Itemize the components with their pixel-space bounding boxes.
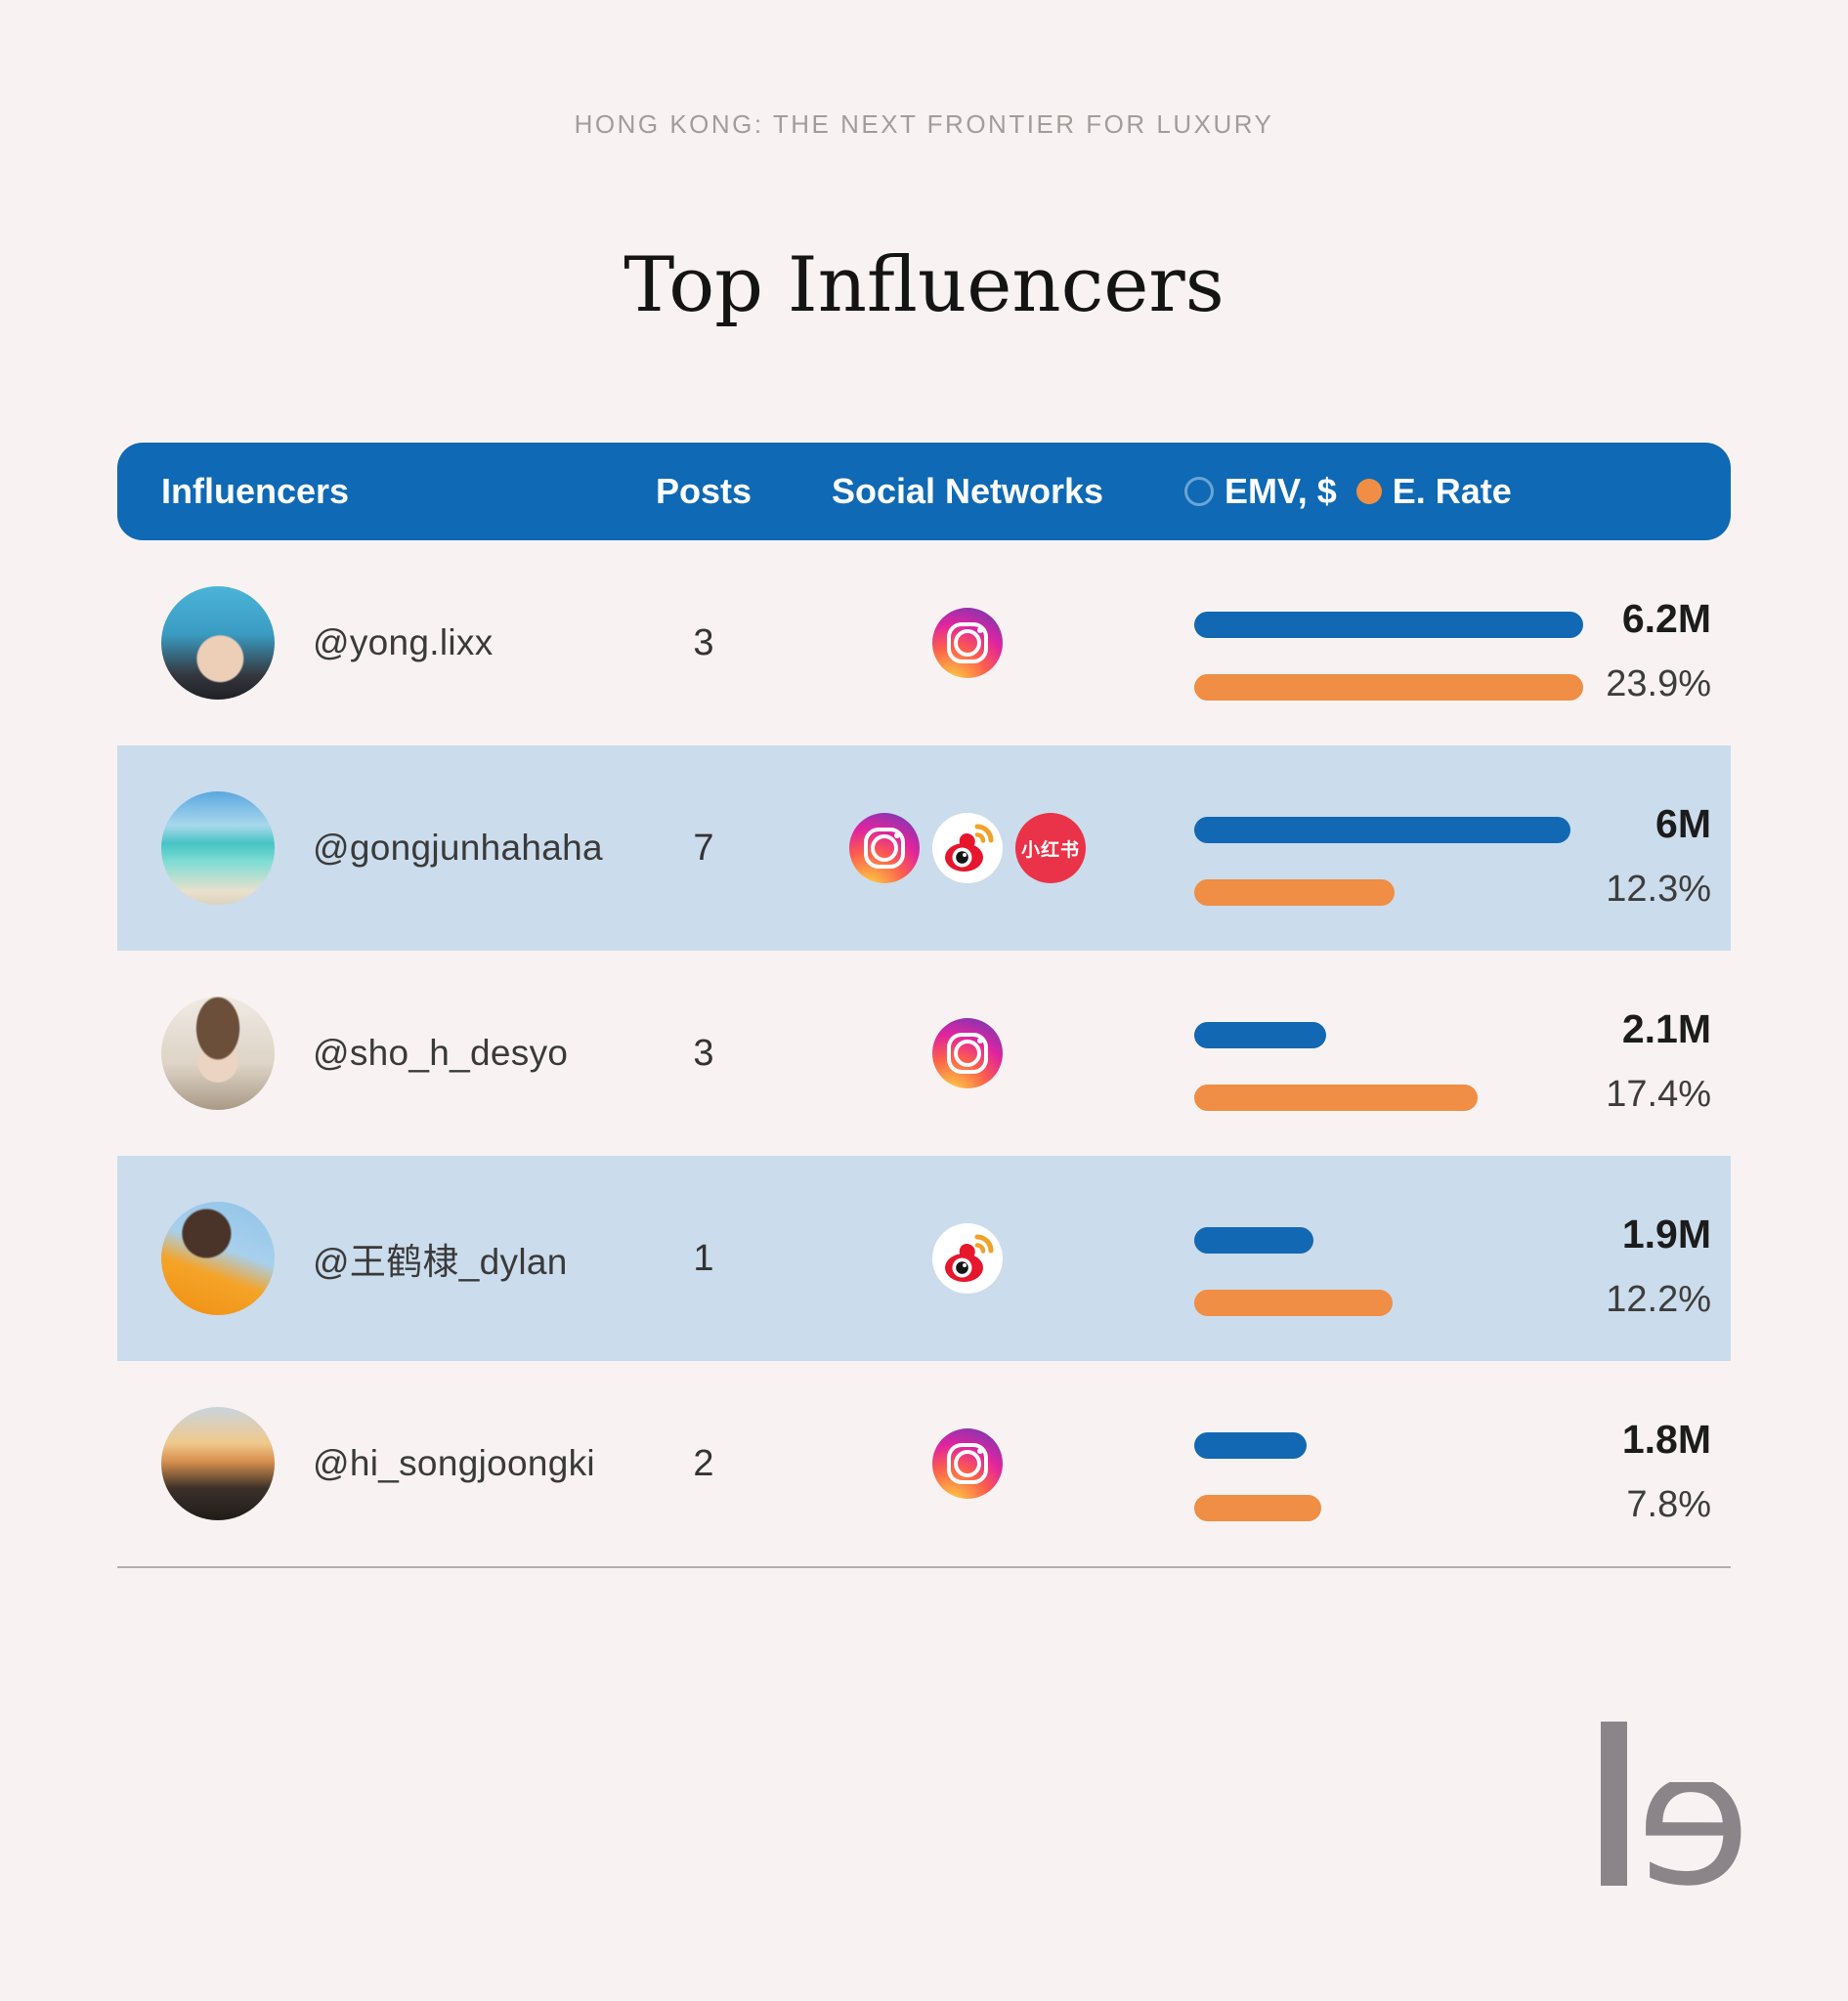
posts-count: 2 <box>693 1442 714 1484</box>
logo-stem-bar <box>1601 1722 1627 1886</box>
legend-erate-label: E. Rate <box>1392 471 1512 511</box>
bar-pair <box>1194 1432 1583 1521</box>
posts-count: 3 <box>693 621 714 663</box>
logo-mirrored-e: e <box>1636 1782 1751 1886</box>
table-row: @hi_songjoongki 2 1.8M 7.8% <box>117 1361 1731 1566</box>
emv-bar <box>1194 1432 1308 1459</box>
posts-count: 1 <box>693 1237 714 1279</box>
influencer-handle: @gongjunhahaha <box>313 828 603 868</box>
weibo-icon <box>932 1223 1003 1294</box>
engagement-rate-bar <box>1194 879 1395 906</box>
instagram-camera-frame <box>864 828 905 869</box>
instagram-camera-lens <box>953 1449 981 1477</box>
table-header: Influencers Posts Social Networks EMV, $… <box>117 443 1731 540</box>
xiaohongshu-label: 小红书 <box>1020 839 1080 861</box>
instagram-camera-flash <box>977 627 983 633</box>
social-networks-cell: 小红书 <box>784 745 1151 951</box>
eyebrow-caption: HONG KONG: THE NEXT FRONTIER FOR LUXURY <box>574 109 1274 139</box>
table-row: @王鹤棣_dylan 1 <box>117 1156 1731 1361</box>
table-row: @yong.lixx 3 6.2M 23.9% <box>117 540 1731 745</box>
engagement-rate-value: 17.4% <box>1606 1074 1711 1115</box>
engagement-rate-value: 12.2% <box>1606 1279 1711 1320</box>
page-title: Top Influencers <box>623 241 1225 329</box>
engagement-rate-value: 23.9% <box>1606 663 1711 704</box>
instagram-camera-flash <box>894 832 900 838</box>
instagram-camera-flash <box>977 1038 983 1043</box>
emv-value: 6.2M <box>1621 596 1711 641</box>
instagram-camera-lens <box>953 1039 981 1067</box>
column-header-posts: Posts <box>655 471 752 511</box>
emv-value: 1.8M <box>1621 1417 1711 1462</box>
avatar <box>161 791 275 905</box>
social-networks-cell <box>784 951 1151 1156</box>
instagram-camera-frame <box>947 1033 988 1074</box>
row-values: 1.9M 12.2% <box>1606 1200 1711 1331</box>
bar-pair <box>1194 612 1583 701</box>
avatar <box>161 997 275 1110</box>
avatar <box>161 1202 275 1315</box>
emv-bar <box>1194 612 1583 638</box>
svg-text:e: e <box>1636 1782 1751 1886</box>
engagement-rate-bar <box>1194 1085 1478 1111</box>
engagement-rate-value: 12.3% <box>1606 869 1711 910</box>
influencers-table: Influencers Posts Social Networks EMV, $… <box>117 443 1731 1568</box>
social-networks-cell <box>784 1156 1151 1361</box>
weibo-icon <box>932 813 1003 883</box>
influencer-handle: @sho_h_desyo <box>313 1033 569 1073</box>
instagram-camera-frame <box>947 1443 988 1484</box>
posts-count: 7 <box>693 827 714 869</box>
posts-count: 3 <box>693 1032 714 1074</box>
instagram-camera-flash <box>977 1448 983 1454</box>
legend-emv-label: EMV, $ <box>1225 471 1337 511</box>
xiaohongshu-icon: 小红书 <box>1015 813 1086 883</box>
engagement-rate-bar <box>1194 674 1583 701</box>
engagement-rate-value: 7.8% <box>1626 1484 1711 1525</box>
row-values: 1.8M 7.8% <box>1622 1405 1711 1536</box>
emv-value: 6M <box>1655 801 1711 846</box>
emv-bar <box>1194 817 1571 843</box>
influencer-handle: @hi_songjoongki <box>313 1443 595 1483</box>
column-header-influencers: Influencers <box>161 471 350 511</box>
row-values: 6M 12.3% <box>1606 789 1711 920</box>
influencer-handle: @yong.lixx <box>313 622 494 662</box>
emv-bar <box>1194 1022 1326 1048</box>
instagram-icon <box>849 813 920 883</box>
bar-pair <box>1194 1227 1583 1316</box>
table-row: @gongjunhahaha 7 <box>117 745 1731 951</box>
engagement-rate-bar <box>1194 1290 1393 1316</box>
instagram-camera-lens <box>953 628 981 657</box>
influencer-handle: @王鹤棣_dylan <box>313 1242 568 1282</box>
column-header-social-networks: Social Networks <box>831 471 1104 511</box>
social-networks-cell <box>784 1361 1151 1566</box>
divider <box>117 1566 1731 1568</box>
social-networks-cell <box>784 540 1151 745</box>
instagram-icon <box>932 1428 1003 1499</box>
row-values: 6.2M 23.9% <box>1606 584 1711 715</box>
legend: EMV, $ E. Rate <box>1184 443 1512 540</box>
avatar <box>161 586 275 700</box>
engagement-rate-bar <box>1194 1495 1321 1521</box>
instagram-camera-frame <box>947 622 988 663</box>
emv-value: 2.1M <box>1621 1006 1711 1051</box>
row-values: 2.1M 17.4% <box>1606 995 1711 1126</box>
avatar <box>161 1407 275 1520</box>
brand-logo: e <box>1601 1722 1767 1888</box>
engagement-rate-legend-marker-icon <box>1355 479 1382 504</box>
bar-pair <box>1194 817 1583 906</box>
instagram-camera-lens <box>870 833 898 862</box>
table-row: @sho_h_desyo 3 2.1M 17.4% <box>117 951 1731 1156</box>
emv-bar <box>1194 1227 1313 1254</box>
emv-legend-marker-icon <box>1184 477 1214 506</box>
instagram-icon <box>932 1018 1003 1088</box>
instagram-icon <box>932 608 1003 678</box>
bar-pair <box>1194 1022 1583 1111</box>
emv-value: 1.9M <box>1621 1212 1711 1256</box>
